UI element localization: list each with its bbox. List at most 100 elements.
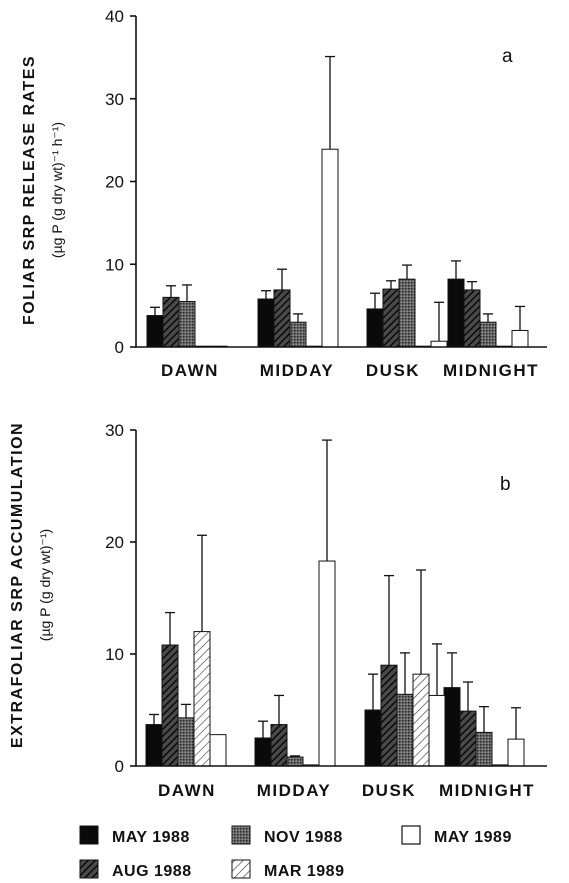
panel-a-bar-dawn-aug-1988 [162,296,180,348]
panel-a-ytick-label-10: 10 [105,255,124,274]
panel-a-errorbar-dusk-aug-1988 [386,280,396,290]
panel-a-bar-dawn-may-1988 [146,315,164,348]
panel-a-errorbar-dawn-may-1988 [150,306,160,316]
panel-a-category-dawn: DAWN [161,361,219,380]
panel-b-bar-dusk-may-1989 [428,694,446,767]
panel-a-ytick-label-0: 0 [115,338,124,357]
panel-b-bar-dawn-may-1989 [209,734,227,767]
panel-a-bar-midday-may-1988 [257,298,275,348]
panel-b-errorbar-midday-may-1989 [322,439,332,562]
legend-label-may-1989: MAY 1989 [434,829,512,846]
panel-b-errorbar-midnight-aug-1988 [463,681,473,712]
panel-b-errorbar-midnight-nov-1988 [479,705,489,733]
legend-label-aug-1988: AUG 1988 [112,863,192,880]
panel-b-ytick-label-30: 30 [105,421,124,440]
panel-a-bar-midday-aug-1988 [273,289,291,348]
panel-b-ytick-label-0: 0 [115,757,124,776]
panel-a-errorbar-midnight-aug-1988 [467,280,477,290]
panel-a-bar-midnight-aug-1988 [463,289,481,348]
panel-b-bar-dawn-nov-1988 [177,717,195,767]
panel-b-bar-dusk-nov-1988 [396,693,414,767]
panel-b-bar-midday-nov-1988 [286,756,304,767]
legend-swatch-nov-1988 [231,825,251,845]
panel-b-errorbar-dusk-mar-1989 [416,569,426,675]
panel-b-errorbar-dawn-nov-1988 [181,703,191,718]
panel-b-ylabel: EXTRAFOLIAR SRP ACCUMULATION [9,422,26,748]
panel-b-bar-midday-aug-1988 [270,724,288,767]
legend-swatch-aug-1988 [79,859,99,879]
panel-a-bar-midday-nov-1988 [289,321,307,348]
legend-swatch-may-1988 [79,825,99,845]
panel-a-bar-dusk-may-1988 [366,308,384,348]
panel-b-errorbar-dusk-nov-1988 [400,652,410,695]
panel-a-bar-midday-may-1989 [321,148,339,348]
panel-a-errorbar-midday-may-1988 [261,290,271,300]
panel-a-errorbar-midday-nov-1988 [293,313,303,323]
panel-b-errorbar-midday-aug-1988 [274,694,284,725]
panel-a-errorbar-midday-may-1989 [325,55,335,150]
panel-a-errorbar-dusk-may-1989 [434,301,444,342]
panel-a-errorbar-midnight-may-1988 [451,260,461,280]
panel-a-bar-dusk-nov-1988 [398,278,416,348]
panel-b-category-dawn: DAWN [158,781,216,800]
panel-b-bar-midday-may-1989 [318,560,336,767]
panel-a-errorbar-dawn-nov-1988 [182,284,192,302]
panel-a-category-midnight: MIDNIGHT [443,361,539,380]
panel-b-category-midday: MIDDAY [257,781,332,800]
panel-b-errorbar-midnight-may-1988 [447,652,457,688]
panel-b-bar-dusk-aug-1988 [380,664,398,767]
panel-b-errorbar-midday-may-1988 [258,720,268,738]
panel-b-bar-dusk-may-1988 [364,709,382,767]
panel-a-label: a [502,46,513,67]
panel-b-bar-dusk-mar-1989 [412,673,430,767]
panel-b-bar-midnight-nov-1988 [475,731,493,767]
panel-a-bar-dusk-may-1989 [430,340,448,348]
panel-a-ytick-label-30: 30 [105,90,124,109]
panel-b-errorbar-dawn-may-1988 [149,713,159,725]
panel-a-ylabel-units: (µg P (g dry wt)⁻¹ h⁻¹) [49,122,65,258]
panel-b-errorbar-dusk-may-1989 [432,643,442,696]
legend-label-mar-1989: MAR 1989 [264,863,344,880]
panel-b-ylabel-units: (µg P (g dry wt)⁻¹) [37,529,53,641]
legend: MAY 1988 NOV 1988 MAY 1989 AUG 1988 MAR … [79,825,512,880]
legend-swatch-mar-1989 [231,859,251,879]
legend-label-nov-1988: NOV 1988 [264,829,343,846]
panel-b-bar-midday-may-1988 [254,737,272,767]
panel-b-category-dusk: DUSK [362,781,416,800]
panel-b-axes [135,430,547,767]
panel-a-errorbar-midday-aug-1988 [277,268,287,290]
panel-b-errorbar-dawn-mar-1989 [197,534,207,632]
panel-a-bar-midnight-may-1988 [447,278,465,348]
legend-swatch-may-1989 [401,825,421,845]
panel-a-bar-dusk-aug-1988 [382,288,400,348]
panel-a-errorbar-dawn-aug-1988 [166,285,176,298]
panel-b-category-midnight: MIDNIGHT [439,781,535,800]
panel-a-errorbar-midnight-may-1989 [515,305,525,331]
panel-b-errorbar-midnight-may-1989 [511,707,521,740]
panel-a-ytick-label-20: 20 [105,173,124,192]
panel-a-ytick-label-40: 40 [105,7,124,26]
panel-a-errorbar-dusk-nov-1988 [402,264,412,280]
panel-b-errorbar-midday-nov-1988 [290,755,300,758]
panel-a-bar-midnight-nov-1988 [479,321,497,348]
panel-b-bar-midnight-may-1989 [507,738,525,767]
panel-b-chart: EXTRAFOLIAR SRP ACCUMULATION (µg P (g dr… [9,421,547,800]
panel-a-category-midday: MIDDAY [260,361,335,380]
panel-a-category-dusk: DUSK [366,361,420,380]
panel-a-bar-midnight-may-1989 [511,329,529,348]
panel-b-bar-dawn-may-1988 [145,724,163,767]
panel-a-errorbar-dusk-may-1988 [370,292,380,309]
panel-b-bar-midnight-may-1988 [443,687,461,767]
panel-a-ylabel: FOLIAR SRP RELEASE RATES [21,55,38,325]
panel-b-bar-dawn-aug-1988 [161,644,179,767]
panel-b-errorbar-dusk-may-1988 [368,673,378,710]
panel-b-bar-midnight-aug-1988 [459,710,477,767]
panel-a-bar-dawn-nov-1988 [178,300,196,348]
panel-b-errorbar-dusk-aug-1988 [384,574,394,666]
panel-b-label: b [500,474,511,495]
legend-label-may-1988: MAY 1988 [112,829,190,846]
panel-a-chart: FOLIAR SRP RELEASE RATES (µg P (g dry wt… [21,7,547,380]
panel-b-ytick-label-10: 10 [105,645,124,664]
panel-a-axes [135,16,547,348]
